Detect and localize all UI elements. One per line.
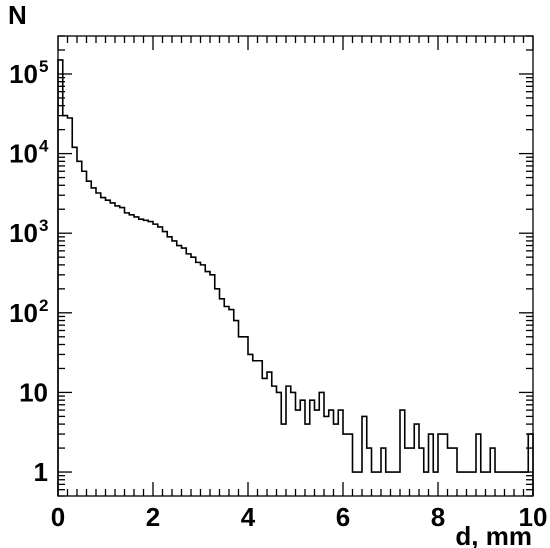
y-tick-label: 10 [9,218,38,248]
y-tick-label: 10 [19,377,48,407]
x-tick-label: 8 [431,502,445,532]
y-tick-label: 10 [9,298,38,328]
y-tick-exponent: 3 [39,216,48,235]
x-tick-label: 0 [51,502,65,532]
y-tick-label: 1 [34,457,48,487]
axis-ticks [58,36,533,496]
y-tick-exponent: 4 [39,137,49,156]
x-tick-label: 4 [241,502,256,532]
y-axis-title: N [8,0,27,30]
y-tick-label: 10 [9,139,38,169]
y-tick-exponent: 5 [39,57,48,76]
x-axis-title: d, mm [455,521,532,548]
plot-frame [58,36,533,496]
y-tick-label: 10 [9,59,38,89]
y-tick-exponent: 2 [39,296,48,315]
x-tick-label: 6 [336,502,350,532]
x-tick-label: 2 [146,502,160,532]
histogram-line [58,60,533,496]
